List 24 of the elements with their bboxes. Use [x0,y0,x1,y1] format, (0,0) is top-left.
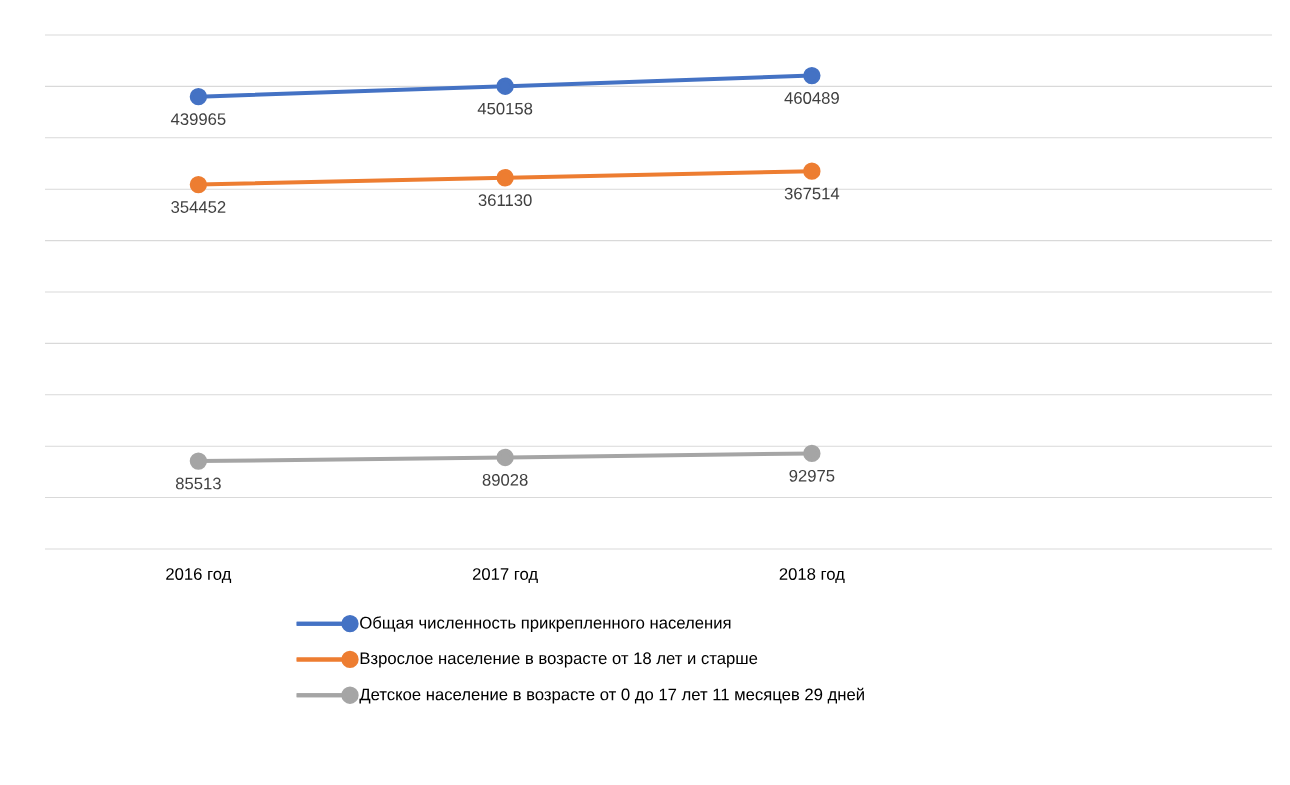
point [496,169,514,187]
point [496,448,514,467]
data-label: 89028 [482,473,528,486]
data-label: 450158 [477,102,533,115]
x-tick-label: 2018 год [779,568,845,584]
data-label: 367514 [784,187,840,200]
point [803,444,821,463]
data-label: 85513 [175,477,221,490]
point [803,66,821,85]
data-label: 92975 [789,469,835,482]
legend-label: Взрослое население в возрасте от 18 лет и старше [360,652,758,668]
point [803,162,821,180]
data-label: 354452 [171,201,226,213]
legend-label: Общая численность прикрепленного населения [360,616,731,632]
legend-label: Детское население в возрасте от 0 до 17 лет 11 месяцев 29 дней [359,687,864,704]
point [189,88,208,106]
point [189,452,208,470]
x-tick-label: 2017 год [472,568,538,584]
point [189,175,208,194]
data-label: 361130 [478,194,532,207]
data-label: 439965 [170,113,226,125]
data-label: 460489 [784,92,839,104]
point [496,77,514,95]
x-tick-label: 2016 год [166,568,232,584]
